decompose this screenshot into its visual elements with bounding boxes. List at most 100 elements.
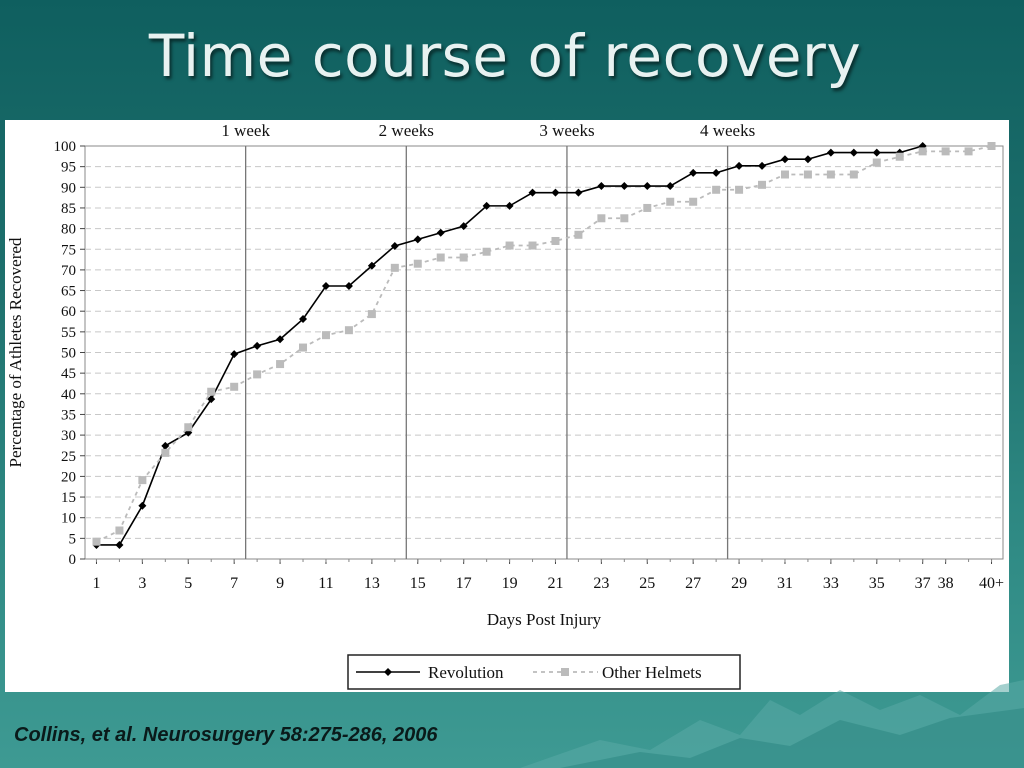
- other-helmets-point: [574, 230, 583, 239]
- other-helmets-point: [138, 476, 147, 485]
- y-tick-label: 40: [61, 387, 76, 403]
- legend-revolution-marker: [384, 668, 392, 676]
- x-tick-label: 38: [938, 575, 954, 592]
- y-tick-label: 70: [61, 263, 76, 279]
- other-helmets-point: [459, 253, 468, 262]
- revolution-point: [115, 540, 124, 549]
- y-tick-label: 85: [61, 201, 76, 217]
- other-helmets-point: [712, 185, 721, 194]
- other-helmets-point: [413, 259, 422, 268]
- slide-title: Time course of recovery: [148, 22, 862, 90]
- other-helmets-point: [895, 152, 904, 161]
- week-marker-label: 2 weeks: [379, 121, 434, 140]
- other-helmets-point: [390, 263, 399, 272]
- other-helmets-point: [780, 170, 789, 179]
- y-tick-label: 10: [61, 511, 76, 527]
- other-helmets-point: [918, 147, 927, 156]
- x-tick-label: 7: [230, 575, 238, 592]
- revolution-point: [321, 282, 330, 291]
- other-helmets-point: [803, 170, 812, 179]
- other-helmets-point: [207, 387, 216, 396]
- legend-other-helmets-label: Other Helmets: [602, 663, 702, 682]
- revolution-point: [780, 155, 789, 164]
- other-helmets-point: [872, 158, 881, 167]
- y-tick-label: 20: [61, 469, 76, 485]
- other-helmets-point: [826, 170, 835, 179]
- y-tick-label: 45: [61, 366, 76, 382]
- revolution-point: [276, 335, 285, 344]
- other-helmets-point: [482, 247, 491, 256]
- revolution-point: [528, 188, 537, 197]
- other-helmets-point: [253, 370, 262, 379]
- chart-panel: 0 5 10 15 20 25 30 35 40 45 50 55 60 65 70 75 80 85 90 95 10…: [5, 120, 1009, 692]
- legend-other-helmets-marker: [561, 668, 569, 676]
- other-helmets-point: [321, 331, 330, 340]
- series-line-other-helmets: [96, 145, 992, 543]
- revolution-point: [666, 182, 675, 191]
- other-helmets-point: [849, 170, 858, 179]
- y-tick-label: 5: [69, 531, 77, 547]
- x-tick-label: 1: [92, 575, 100, 592]
- revolution-point: [643, 182, 652, 191]
- other-helmets-point: [666, 197, 675, 206]
- other-helmets-point: [689, 197, 698, 206]
- revolution-point: [436, 228, 445, 237]
- y-axis-label: Percentage of Athletes Recovered: [6, 237, 25, 467]
- citation: Collins, et al. Neurosurgery 58:275-286,…: [14, 724, 438, 746]
- other-helmets-point: [299, 343, 308, 352]
- revolution-point: [344, 282, 353, 291]
- y-tick-label: 55: [61, 325, 76, 341]
- other-helmets-point: [735, 185, 744, 194]
- other-helmets-point: [551, 236, 560, 245]
- legend-revolution-label: Revolution: [428, 663, 504, 682]
- revolution-point: [390, 241, 399, 250]
- x-tick-label: 21: [547, 575, 563, 592]
- week-marker-label: 1 week: [221, 121, 270, 140]
- other-helmets-point: [115, 526, 124, 535]
- other-helmets-point: [597, 214, 606, 223]
- revolution-point: [712, 168, 721, 177]
- revolution-point: [872, 148, 881, 157]
- week-marker-label: 3 weeks: [539, 121, 594, 140]
- revolution-point: [230, 350, 239, 359]
- x-tick-label: 23: [593, 575, 609, 592]
- x-tick-label: 11: [318, 575, 333, 592]
- x-axis-label: Days Post Injury: [487, 610, 602, 629]
- y-tick-label: 25: [61, 449, 76, 465]
- revolution-point: [482, 201, 491, 210]
- revolution-point: [735, 161, 744, 170]
- other-helmets-point: [528, 241, 537, 250]
- y-tick-label: 100: [54, 139, 77, 155]
- x-tick-label: 5: [184, 575, 192, 592]
- revolution-point: [505, 201, 514, 210]
- revolution-point: [849, 148, 858, 157]
- revolution-point: [299, 315, 308, 324]
- y-tick-label: 0: [69, 552, 77, 568]
- revolution-point: [551, 188, 560, 197]
- other-helmets-point: [505, 241, 514, 250]
- other-helmets-point: [941, 147, 950, 156]
- other-helmets-point: [230, 382, 239, 391]
- y-tick-label: 65: [61, 284, 76, 300]
- x-tick-label: 13: [364, 575, 380, 592]
- y-tick-label: 35: [61, 407, 76, 423]
- revolution-point: [803, 155, 812, 164]
- other-helmets-point: [620, 214, 629, 223]
- other-helmets-point: [643, 203, 652, 212]
- y-tick-label: 95: [61, 160, 76, 176]
- other-helmets-point: [987, 142, 996, 150]
- y-tick-label: 50: [61, 346, 76, 362]
- x-tick-label: 35: [869, 575, 885, 592]
- x-tick-label: 17: [456, 575, 472, 592]
- revolution-point: [161, 441, 170, 450]
- revolution-point: [138, 501, 147, 510]
- x-tick-label: 9: [276, 575, 284, 592]
- revolution-point: [689, 168, 698, 177]
- x-tick-label: 29: [731, 575, 747, 592]
- revolution-point: [574, 188, 583, 197]
- y-tick-label: 15: [61, 490, 76, 506]
- y-tick-label: 80: [61, 222, 76, 238]
- x-tick-label: 33: [823, 575, 839, 592]
- x-tick-label: 15: [410, 575, 426, 592]
- other-helmets-point: [161, 448, 170, 457]
